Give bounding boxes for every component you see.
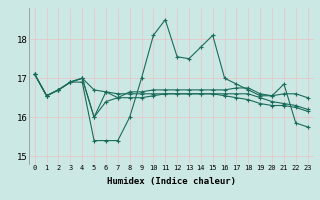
X-axis label: Humidex (Indice chaleur): Humidex (Indice chaleur) <box>107 177 236 186</box>
